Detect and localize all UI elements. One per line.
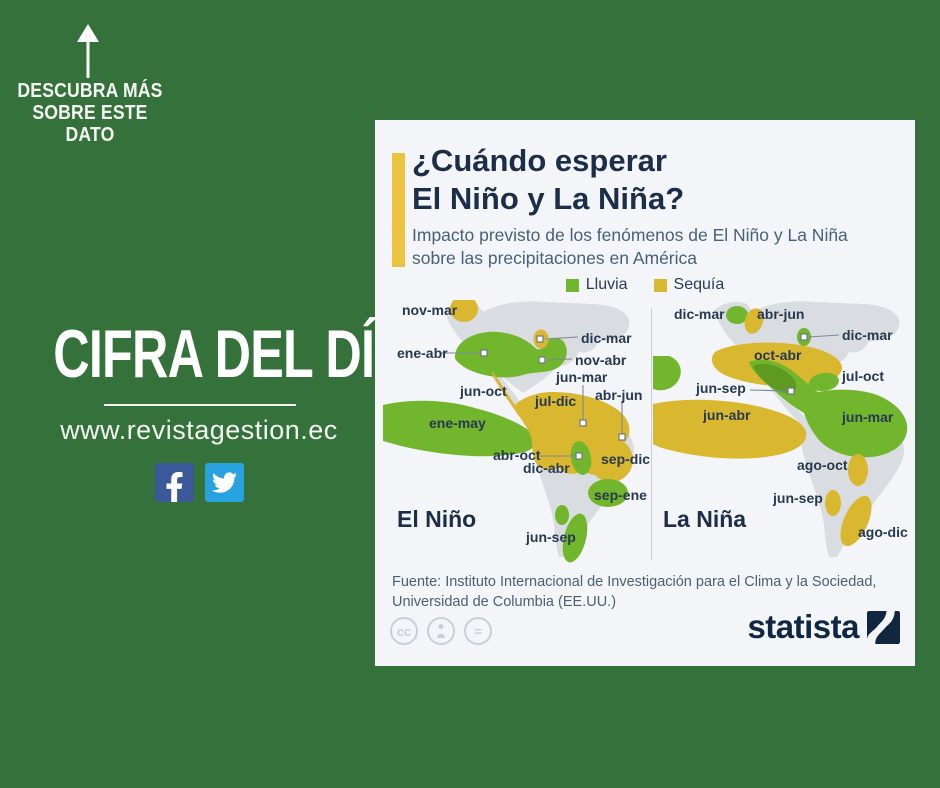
discover-line: DESCUBRA MÁS	[17, 80, 163, 102]
creative-commons-icon[interactable]: cc	[390, 617, 418, 645]
map-region-label: jun-abr	[703, 407, 751, 423]
up-arrow-icon	[66, 24, 110, 80]
source-line: Fuente: Instituto Internacional de Inves…	[392, 574, 877, 590]
subtitle-line: Impacto previsto de los fenómenos de El …	[412, 225, 848, 245]
infographic-card: ¿Cuándo esperar El Niño y La Niña? Impac…	[375, 120, 915, 666]
map-region-label: sep-ene	[594, 487, 647, 503]
la-nina-map-svg	[653, 301, 908, 557]
subtitle-line: sobre las precipitaciones en América	[412, 248, 698, 268]
title-divider	[104, 404, 296, 406]
el-nino-map: nov-mar dic-mar ene-abr nov-abr jun-mar …	[383, 300, 651, 566]
infographic-title: ¿Cuándo esperar El Niño y La Niña?	[412, 142, 684, 218]
map-region-label: dic-mar	[674, 306, 725, 322]
share-alike-icon[interactable]: =	[464, 617, 492, 645]
social-icons	[2, 463, 396, 502]
legend-item-rain: Lluvia	[565, 276, 628, 294]
map-region-label: abr-jun	[595, 387, 643, 403]
source-text: Fuente: Instituto Internacional de Inves…	[392, 572, 897, 612]
statista-logo[interactable]: statista	[747, 608, 900, 646]
page-title: CIFRA DEL DÍA	[53, 316, 410, 392]
map-region-label: jun-mar	[842, 409, 894, 425]
website-link[interactable]: www.revistagestion.ec	[60, 415, 338, 445]
map-region-label: ago-oct	[797, 457, 848, 473]
map-region-label: jun-oct	[460, 383, 507, 399]
map-region-label: dic-mar	[842, 327, 893, 343]
infographic-subtitle: Impacto previsto de los fenómenos de El …	[412, 224, 848, 270]
la-nina-map: dic-mar abr-jun dic-mar oct-abr jul-oct …	[653, 300, 915, 566]
map-region-label: jul-dic	[535, 393, 577, 409]
license-icons: cc =	[390, 617, 492, 645]
map-region-label: oct-abr	[754, 347, 802, 363]
discover-text: DESCUBRA MÁS SOBRE ESTE DATO	[16, 80, 164, 146]
title-line: El Niño y La Niña?	[412, 181, 685, 216]
map-region-label: jun-sep	[696, 380, 746, 396]
map-region-label: jul-oct	[842, 368, 884, 384]
el-nino-map-svg	[383, 300, 634, 563]
map-region-label: nov-abr	[575, 352, 627, 368]
attribution-icon[interactable]	[427, 617, 455, 645]
map-region-label: abr-oct	[493, 447, 541, 463]
rain-swatch	[565, 278, 579, 292]
map-region-label: ene-abr	[397, 345, 448, 361]
el-nino-title: El Niño	[397, 506, 477, 532]
map-divider	[651, 308, 652, 560]
map-region-label: abr-jun	[757, 306, 805, 322]
twitter-icon[interactable]	[204, 463, 244, 502]
map-region-label: jun-mar	[556, 369, 608, 385]
map-region-label: dic-mar	[581, 330, 632, 346]
legend-label: Lluvia	[585, 276, 628, 293]
map-region-label: ene-may	[429, 415, 486, 431]
map-region-label: nov-mar	[402, 302, 458, 318]
source-line: Universidad de Columbia (EE.UU.)	[392, 594, 617, 610]
map-region-label: jun-sep	[773, 490, 823, 506]
facebook-icon[interactable]	[154, 463, 194, 502]
map-region-label: jun-sep	[526, 529, 576, 545]
statista-wordmark: statista	[747, 608, 859, 645]
drought-swatch	[653, 278, 667, 292]
legend-item-drought: Sequía	[653, 276, 725, 294]
map-region-label: sep-dic	[601, 451, 651, 467]
map-region-label: ago-dic	[858, 524, 908, 540]
map-region-label: dic-abr	[523, 460, 570, 476]
accent-bar	[392, 153, 405, 267]
discover-line: SOBRE ESTE	[32, 102, 148, 124]
maps-panel: nov-mar dic-mar ene-abr nov-abr jun-mar …	[375, 300, 915, 566]
la-nina-title: La Niña	[663, 506, 747, 532]
title-line: ¿Cuándo esperar	[412, 143, 667, 178]
discover-line: DATO	[65, 124, 115, 146]
legend-label: Sequía	[673, 276, 725, 293]
statista-glyph	[867, 610, 900, 644]
legend: Lluvia Sequía	[375, 276, 915, 294]
